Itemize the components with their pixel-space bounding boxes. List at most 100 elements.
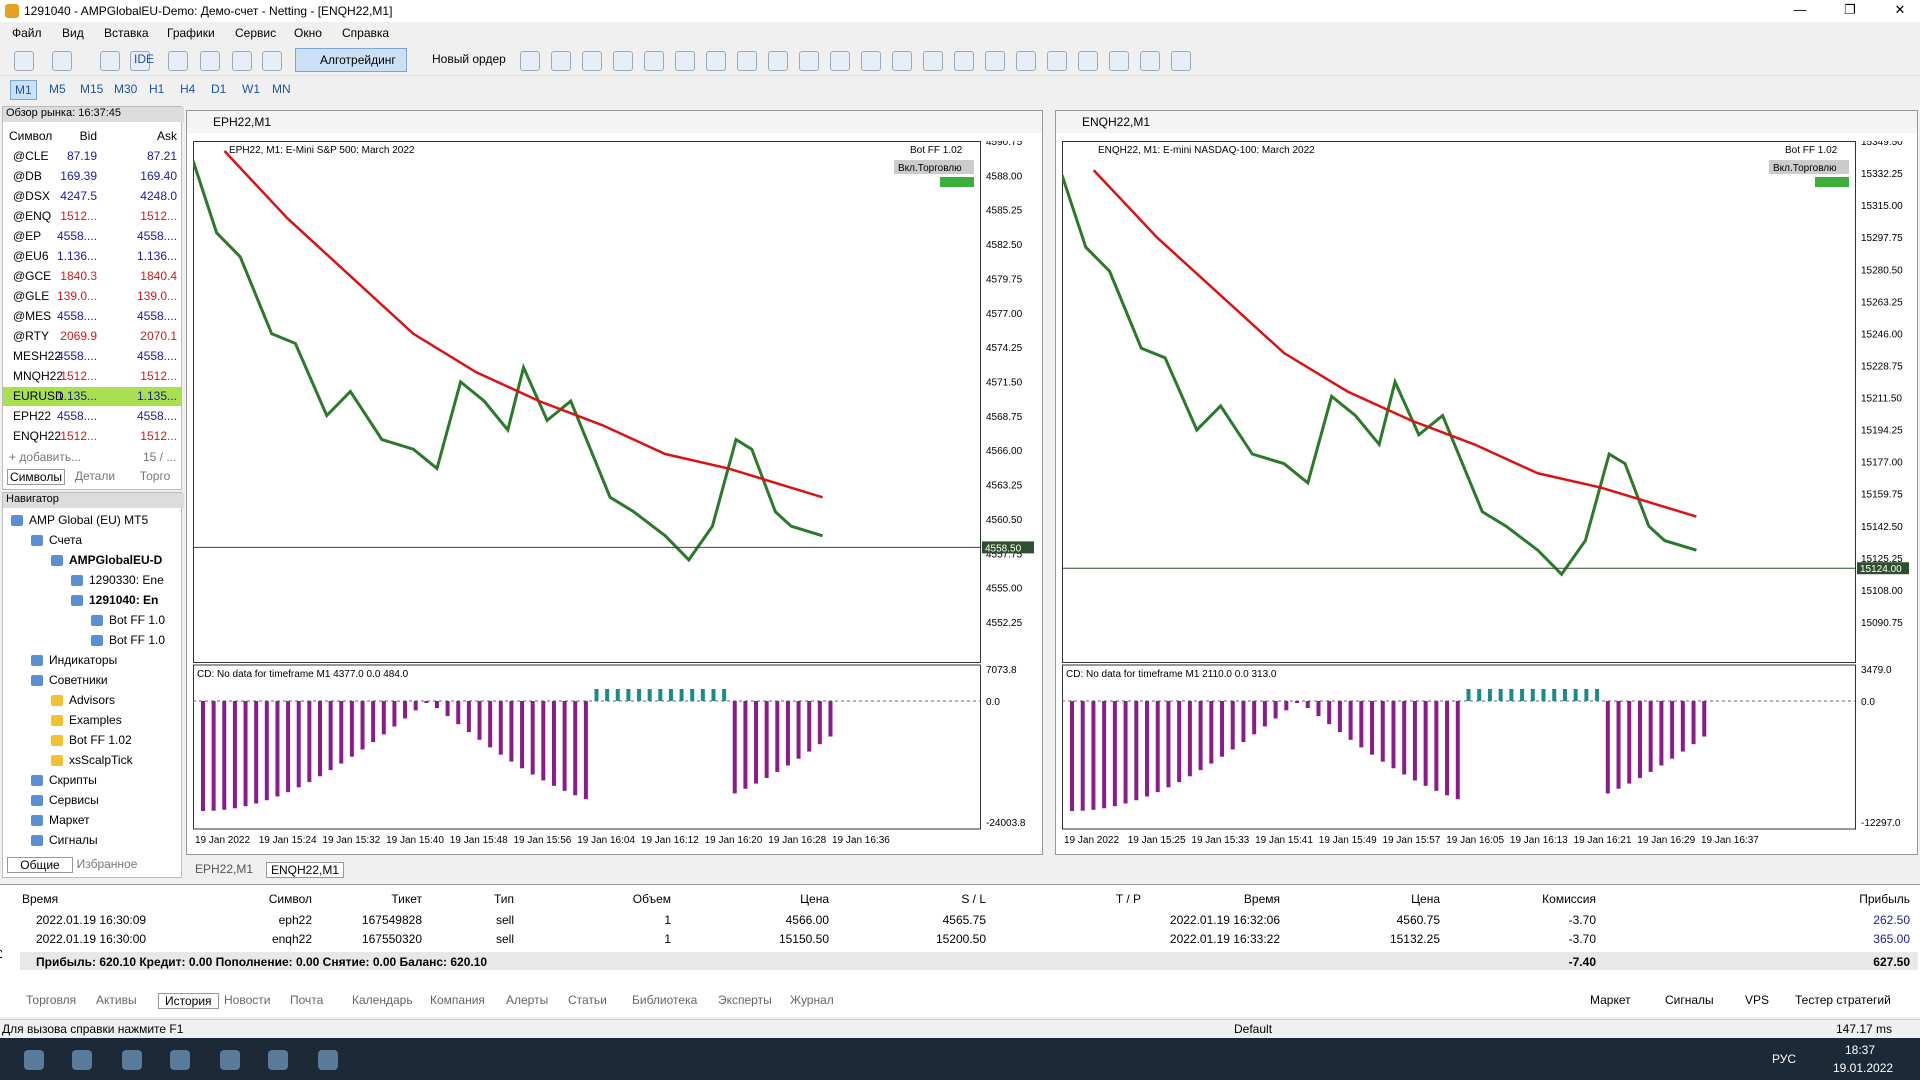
symbol[interactable]: @CLE — [13, 149, 49, 163]
menu-item[interactable]: Сервис — [235, 26, 277, 40]
toolbar-icon[interactable] — [892, 51, 912, 71]
taskbar-icon[interactable] — [268, 1050, 288, 1070]
tree-item[interactable]: 1291040: En — [89, 593, 159, 607]
cell[interactable]: 167549828 — [361, 913, 422, 927]
symbol[interactable]: @MES — [13, 309, 52, 323]
symbol[interactable]: @ENQ — [13, 209, 52, 223]
toolbar-icon[interactable] — [100, 51, 120, 71]
timeframe[interactable]: M30 — [114, 82, 138, 96]
toolbox-tab[interactable]: Статьи — [568, 993, 607, 1007]
toolbar-icon[interactable] — [1109, 51, 1129, 71]
timeframe[interactable]: H4 — [180, 82, 196, 96]
cell[interactable]: 4566.00 — [785, 913, 829, 927]
toolbox-tab[interactable]: Компания — [430, 993, 485, 1007]
toolbar-icon[interactable] — [644, 51, 664, 71]
symbol[interactable]: @DB — [13, 169, 42, 183]
toolbar-icon[interactable] — [168, 51, 188, 71]
symbol[interactable]: @EP — [13, 229, 42, 243]
tree-item[interactable]: AMP Global (EU) MT5 — [29, 513, 149, 527]
tree-item[interactable]: Счета — [49, 533, 83, 547]
chart-tab[interactable]: EPH22,M1 — [194, 862, 254, 876]
toolbox-tab[interactable]: Торговля — [26, 993, 77, 1007]
symbol[interactable]: @GLE — [13, 289, 50, 303]
panel-tab[interactable]: Избранное — [76, 857, 138, 871]
symbol[interactable]: MESH22 — [13, 349, 62, 363]
panel-tab[interactable]: Общие — [7, 857, 73, 873]
cell[interactable]: 167550320 — [361, 932, 422, 946]
symbol[interactable]: EPH22 — [13, 409, 52, 423]
toolbar-icon[interactable] — [985, 51, 1005, 71]
symbol[interactable]: @RTY — [13, 329, 49, 343]
toolbar-icon[interactable] — [613, 51, 633, 71]
menu-item[interactable]: Файл — [12, 26, 42, 40]
cell[interactable]: 4565.75 — [942, 913, 986, 927]
window-control[interactable]: ❐ — [1844, 2, 1856, 17]
toolbar-icon[interactable] — [675, 51, 695, 71]
toolbox-link[interactable]: Маркет — [1590, 993, 1631, 1007]
timeframe[interactable]: M15 — [80, 82, 104, 96]
menu-item[interactable]: Графики — [167, 26, 215, 40]
cell[interactable]: 15132.25 — [1389, 932, 1440, 946]
timeframe[interactable]: H1 — [149, 82, 165, 96]
cell[interactable]: -3.70 — [1568, 932, 1596, 946]
toolbar-icon[interactable] — [706, 51, 726, 71]
toolbox-tab[interactable]: Новости — [224, 993, 271, 1007]
toolbar-icon[interactable] — [1016, 51, 1036, 71]
window-control[interactable]: ✕ — [1894, 2, 1906, 17]
cell[interactable]: 4560.75 — [1396, 913, 1440, 927]
panel-tab[interactable]: Символы — [7, 469, 65, 485]
menu-item[interactable]: Вид — [62, 26, 84, 40]
symbol[interactable]: ENQH22 — [13, 429, 62, 443]
tree-item[interactable]: Скрипты — [49, 773, 97, 787]
toolbox-tab[interactable]: Эксперты — [718, 993, 772, 1007]
tree-item[interactable]: xsScalpTick — [69, 753, 133, 767]
timeframe[interactable]: W1 — [242, 82, 260, 96]
symbol[interactable]: @EU6 — [13, 249, 49, 263]
algo-button[interactable]: Алготрейдинг — [295, 48, 407, 72]
tree-item[interactable]: Advisors — [69, 693, 116, 707]
toolbox-tab[interactable]: История — [158, 993, 219, 1009]
toolbar-icon[interactable] — [14, 51, 34, 71]
timeframe[interactable]: MN — [272, 82, 291, 96]
toolbar-icon[interactable] — [200, 51, 220, 71]
taskbar-icon[interactable] — [170, 1050, 190, 1070]
timeframe[interactable]: D1 — [211, 82, 227, 96]
timeframe[interactable]: M5 — [49, 82, 66, 96]
toolbar-ide[interactable]: IDE — [134, 52, 155, 66]
tree-item[interactable]: Examples — [69, 713, 122, 727]
toolbar-icon[interactable] — [799, 51, 819, 71]
cell[interactable]: 1 — [664, 932, 671, 946]
menu-item[interactable]: Вставка — [104, 26, 149, 40]
cell[interactable]: 262.50 — [1873, 913, 1910, 927]
toolbar-icon[interactable] — [954, 51, 974, 71]
tree-item[interactable]: AMPGlobalEU-D — [69, 553, 163, 567]
tree-item[interactable]: Bot FF 1.0 — [109, 633, 166, 647]
toolbox-tab[interactable]: Активы — [96, 993, 137, 1007]
tree-item[interactable]: Сигналы — [49, 833, 98, 847]
toolbar-icon[interactable] — [1078, 51, 1098, 71]
cell[interactable]: sell — [495, 932, 514, 946]
cell[interactable]: 1 — [664, 913, 671, 927]
toolbar-icon[interactable] — [520, 51, 540, 71]
toolbar-icon[interactable] — [737, 51, 757, 71]
toolbar-icon[interactable] — [1140, 51, 1160, 71]
cell[interactable]: 2022.01.19 16:33:22 — [1169, 932, 1280, 946]
menu-item[interactable]: Справка — [342, 26, 390, 40]
cell[interactable]: sell — [495, 913, 514, 927]
tree-item[interactable]: Советники — [49, 673, 108, 687]
taskbar-icon[interactable] — [122, 1050, 142, 1070]
panel-tab[interactable]: Детали — [74, 469, 116, 483]
toolbar-icon[interactable] — [830, 51, 850, 71]
toolbar-icon[interactable] — [582, 51, 602, 71]
cell[interactable]: 365.00 — [1873, 932, 1910, 946]
cell[interactable]: enqh22 — [271, 932, 312, 946]
toolbox-tab[interactable]: Библиотека — [632, 993, 698, 1007]
toolbar-icon[interactable] — [551, 51, 571, 71]
toolbar-icon[interactable] — [923, 51, 943, 71]
cell[interactable]: 2022.01.19 16:30:09 — [36, 913, 147, 927]
toolbox-tab[interactable]: Почта — [290, 993, 324, 1007]
toolbar-icon[interactable] — [1047, 51, 1067, 71]
tree-item[interactable]: Индикаторы — [49, 653, 118, 667]
symbol[interactable]: EURUSD — [13, 389, 64, 403]
tree-item[interactable]: Сервисы — [49, 793, 99, 807]
